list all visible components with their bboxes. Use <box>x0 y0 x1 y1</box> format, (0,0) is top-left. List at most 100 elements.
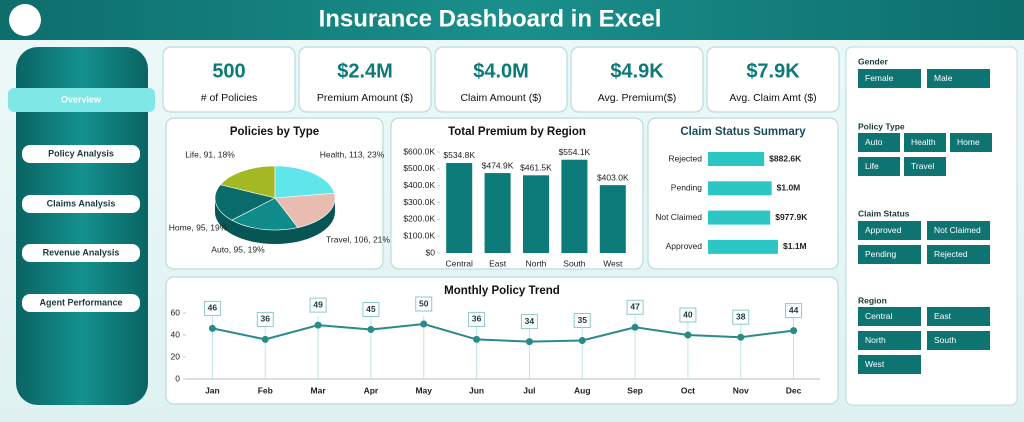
pie-slice <box>274 165 335 199</box>
nav-label: Agent Performance <box>39 297 122 307</box>
x-tick-label: Jun <box>469 385 484 395</box>
kpi-label: Avg. Premium($) <box>598 92 677 104</box>
slicer-item[interactable] <box>927 307 990 326</box>
kpi-label: Avg. Claim Amt ($) <box>729 92 816 104</box>
label-box <box>679 307 697 323</box>
y-tick-label: Approved <box>666 241 703 251</box>
slicer-item[interactable] <box>927 331 990 350</box>
nav-button[interactable] <box>22 195 140 213</box>
x-tick-label: Nov <box>733 385 749 395</box>
data-label: 45 <box>366 304 376 314</box>
slicer-item-label: East <box>934 311 952 321</box>
slicer-item[interactable] <box>858 307 921 326</box>
slicer-item-label: Rejected <box>934 249 968 259</box>
data-label: 47 <box>630 302 640 312</box>
slicer-item[interactable] <box>858 133 900 152</box>
slicer-item-label: South <box>934 335 956 345</box>
slicer-item-label: Pending <box>865 249 896 259</box>
nav-panel <box>16 47 148 405</box>
data-label: 35 <box>578 315 588 325</box>
y-tick-label: Rejected <box>668 153 702 163</box>
label-box <box>468 311 486 327</box>
slicer-item[interactable] <box>858 355 921 374</box>
bar <box>708 152 765 166</box>
point <box>367 326 375 333</box>
data-label: $461.5K <box>520 163 552 173</box>
nav-button[interactable] <box>22 294 140 312</box>
bar <box>708 210 771 225</box>
point <box>420 320 428 328</box>
nav-label: Claims Analysis <box>47 198 116 208</box>
card <box>298 46 432 113</box>
slicer-item-label: Approved <box>865 225 902 235</box>
data-label: Home, 95, 19% <box>169 222 228 232</box>
slicer-item[interactable] <box>858 331 921 350</box>
slicer-item[interactable] <box>858 221 921 240</box>
chart-title: Monthly Policy Trend <box>444 285 560 297</box>
slicer-item[interactable] <box>904 157 946 176</box>
nav-button[interactable] <box>8 88 155 112</box>
x-tick-label: Oct <box>681 385 695 395</box>
data-label: $403.0K <box>597 172 629 182</box>
slicer-title: Region <box>858 295 887 305</box>
card <box>570 46 704 113</box>
slicer-item-label: Central <box>865 311 893 321</box>
x-tick-label: Sep <box>627 385 643 395</box>
slicer-item[interactable] <box>858 69 921 88</box>
slicer-item[interactable] <box>858 245 921 264</box>
bar <box>484 173 511 253</box>
data-label: 50 <box>419 298 429 308</box>
y-tick-label: 60 <box>171 307 181 317</box>
x-tick-label: May <box>415 385 432 395</box>
slicer-item[interactable] <box>927 221 990 240</box>
x-tick-label: Feb <box>258 385 273 395</box>
label-box <box>785 303 803 319</box>
nav-button[interactable] <box>22 145 140 163</box>
nav-button[interactable] <box>22 244 140 262</box>
label-box <box>203 300 221 316</box>
label-box <box>309 297 327 313</box>
dashboard-title: Insurance Dashboard in Excel <box>319 5 662 32</box>
y-tick-label: $300.0K <box>403 197 435 207</box>
slicer-item-label: Health <box>911 137 936 147</box>
x-tick-label: South <box>563 258 585 268</box>
data-label: 44 <box>789 305 799 315</box>
slicer-item-label: Life <box>865 161 879 171</box>
y-tick-label: 20 <box>171 351 181 361</box>
slicer-item-label: Auto <box>865 137 883 147</box>
kpi-value: $4.9K <box>610 60 664 82</box>
point <box>208 324 216 332</box>
data-label: Auto, 95, 19% <box>211 244 265 254</box>
line <box>212 322 794 343</box>
logo <box>9 4 41 36</box>
slicer-item[interactable] <box>858 157 900 176</box>
y-tick-label: $100.0K <box>403 230 435 240</box>
nav-label: Policy Analysis <box>48 148 114 158</box>
x-tick-label: Jul <box>523 385 535 395</box>
label-box <box>362 302 380 317</box>
label-box <box>520 314 538 330</box>
x-tick-label: Aug <box>574 385 591 395</box>
x-tick-label: North <box>526 258 547 268</box>
slicer-item[interactable] <box>927 69 990 88</box>
slicer-item[interactable] <box>927 245 990 264</box>
data-label: $1.0M <box>777 183 801 193</box>
x-tick-label: East <box>489 258 507 268</box>
slicer-item-label: West <box>865 359 885 369</box>
bar <box>523 175 549 253</box>
data-label: 49 <box>313 299 323 309</box>
pie-slice <box>214 184 276 221</box>
kpi-label: Premium Amount ($) <box>317 92 413 104</box>
data-label: $534.8K <box>443 150 475 160</box>
bar <box>708 239 778 254</box>
data-label: $474.9K <box>482 160 514 170</box>
slicer-item[interactable] <box>950 133 992 152</box>
slicer-item-label: Home <box>957 137 980 147</box>
point <box>790 327 798 335</box>
bar <box>561 159 588 253</box>
y-tick-label: 40 <box>171 329 181 339</box>
data-label: 34 <box>525 316 535 326</box>
slicer-item[interactable] <box>904 133 946 152</box>
nav-label: Overview <box>61 94 102 104</box>
point <box>631 323 639 331</box>
